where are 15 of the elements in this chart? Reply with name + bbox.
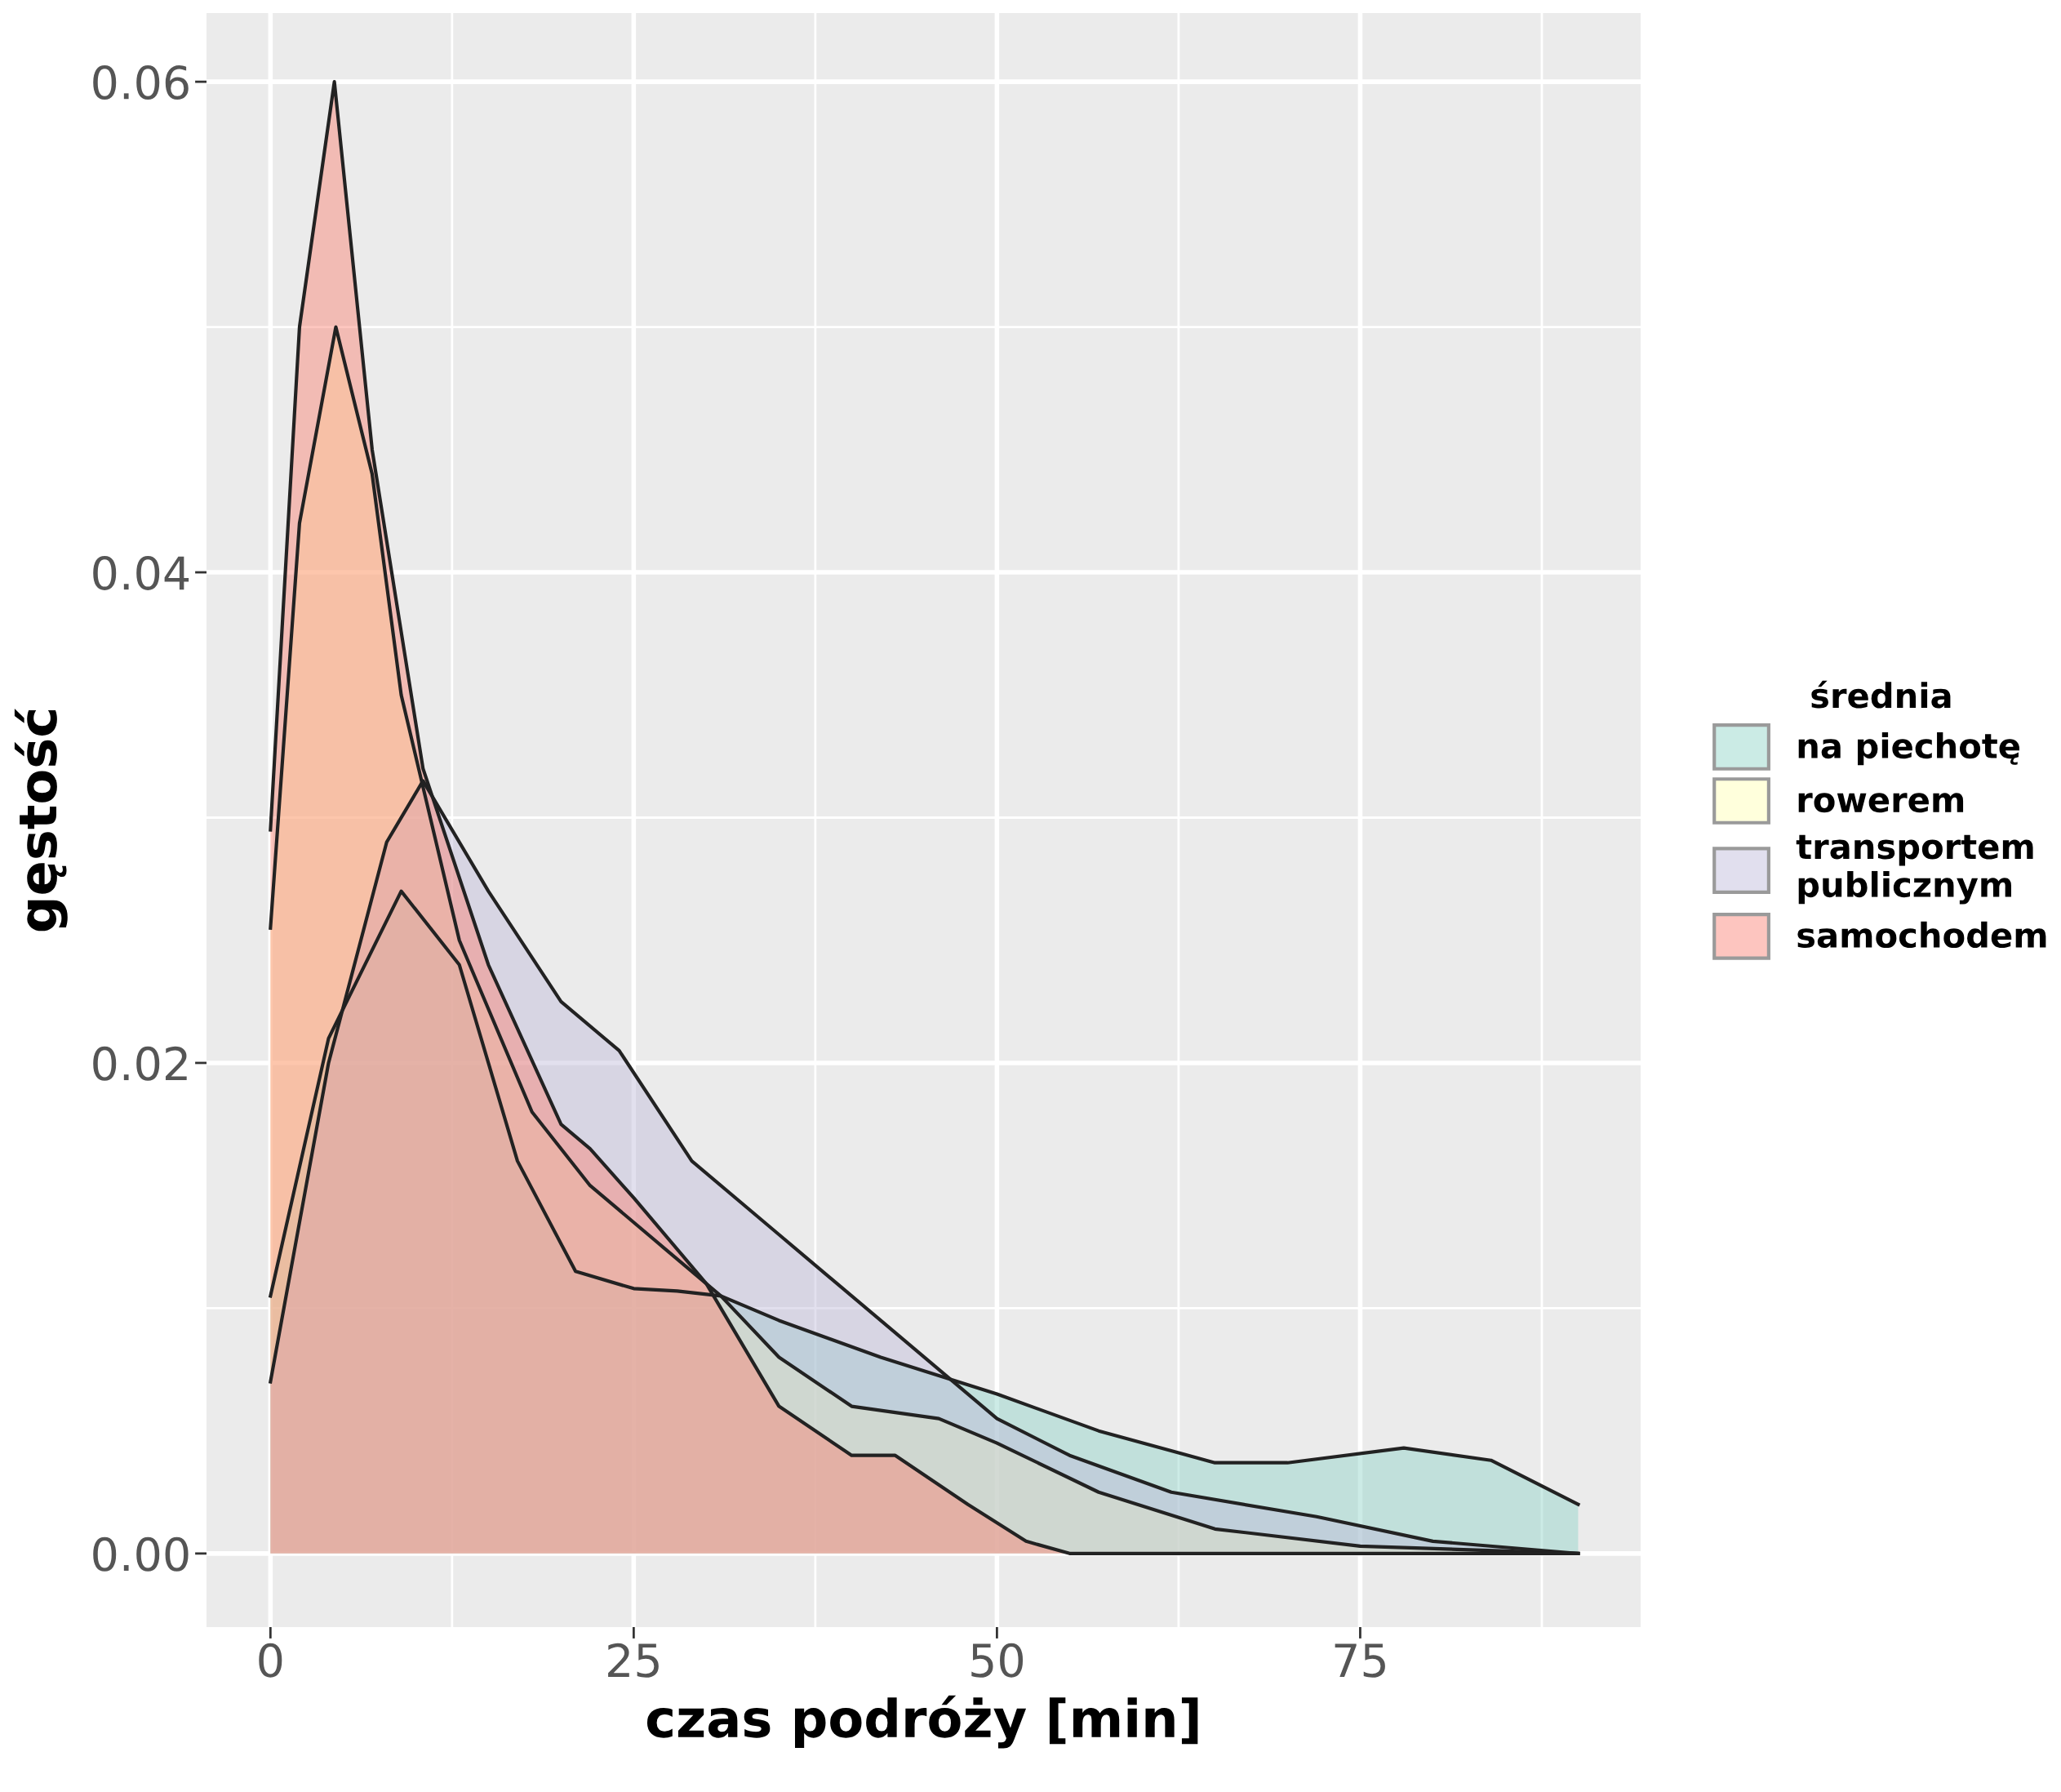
- y-tick-label: 0.02: [93, 1046, 187, 1081]
- legend-label: transportem publicznym: [1796, 834, 2033, 905]
- x-tick-label: 50: [971, 1643, 1024, 1678]
- legend-title: średnia: [1811, 680, 1951, 709]
- y-tick-label: 0.00: [93, 1536, 189, 1572]
- y-tick-label: 0.04: [93, 555, 189, 590]
- legend-label: na piechotę: [1798, 731, 2020, 766]
- legend-label: samochodem: [1797, 921, 2046, 949]
- x-tick-label: 0: [259, 1643, 282, 1678]
- legend-label: rowerem: [1798, 793, 1964, 813]
- x-tick-label: 25: [608, 1643, 659, 1678]
- x-axis-title: czas podróży [min]: [646, 1695, 1198, 1749]
- y-axis-title: gęstość: [14, 709, 68, 932]
- y-tick-label: 0.06: [93, 65, 189, 100]
- x-tick-label: 75: [1335, 1643, 1385, 1678]
